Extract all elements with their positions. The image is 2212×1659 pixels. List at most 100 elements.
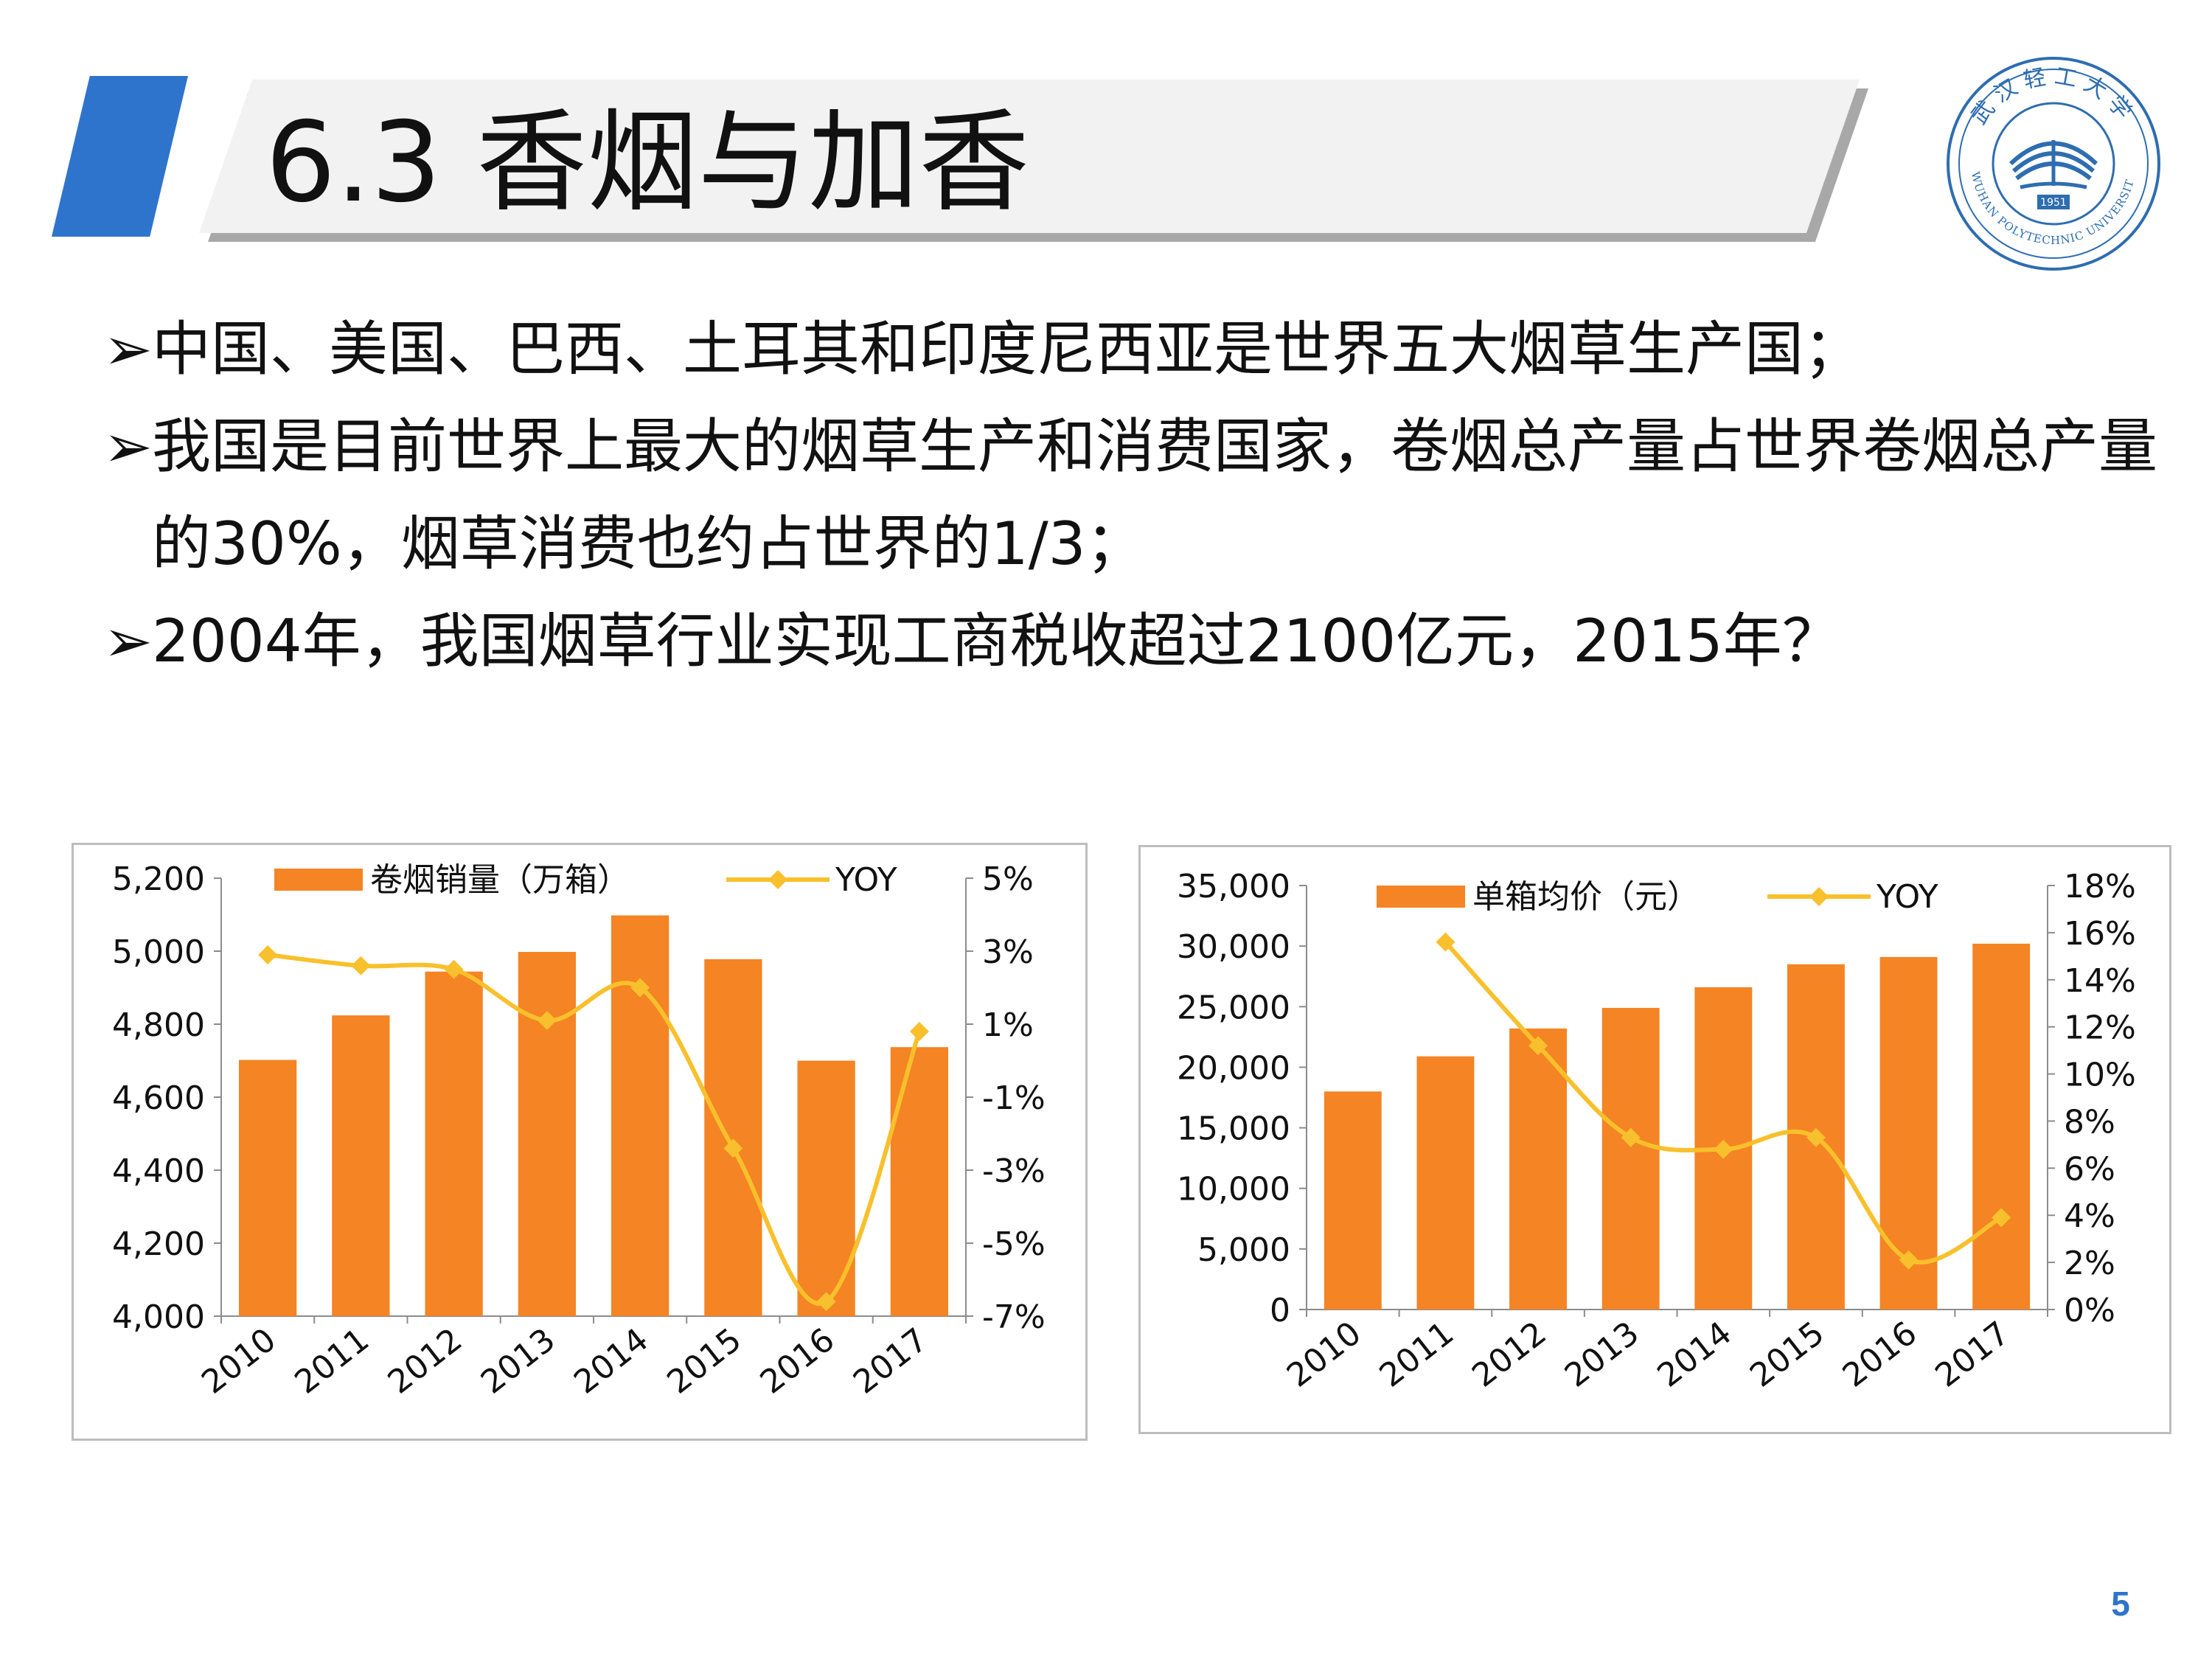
left-axis-tick-label: 4,400	[112, 1152, 205, 1190]
yoy-point	[1436, 932, 1455, 952]
right-axis-tick-label: -3%	[982, 1152, 1046, 1190]
yoy-point	[816, 1292, 836, 1312]
x-axis-tick-label: 2010	[1280, 1314, 1368, 1394]
legend-bar-label: 卷烟销量（万箱）	[370, 861, 630, 899]
yoy-point	[723, 1138, 743, 1158]
x-axis-tick-label: 2010	[195, 1321, 283, 1401]
x-axis-tick-label: 2011	[1373, 1314, 1461, 1394]
bar-2015	[704, 959, 762, 1316]
yoy-point	[1621, 1127, 1641, 1147]
right-axis-tick-label: 3%	[982, 933, 1034, 971]
right-axis-tick-label: 2%	[2064, 1245, 2115, 1282]
legend-line-marker	[1809, 887, 1829, 906]
right-axis-tick-label: -1%	[982, 1079, 1046, 1117]
left-axis-tick-label: 10,000	[1177, 1171, 1290, 1208]
bar-2017	[1972, 943, 2031, 1310]
yoy-point	[444, 959, 464, 979]
x-axis-tick-label: 2016	[1836, 1314, 1924, 1394]
legend-line-marker	[768, 870, 787, 889]
left-axis-tick-label: 30,000	[1177, 928, 1290, 966]
x-axis-tick-label: 2017	[846, 1321, 935, 1401]
right-axis-tick-label: -7%	[982, 1298, 1046, 1336]
right-axis-tick-label: 1%	[982, 1006, 1034, 1044]
title-accent-block	[52, 76, 188, 237]
sales-volume-chart-svg: 4,000 4,200 4,400 4,600 4,800 5,000 5,200 -7% -5…	[112, 860, 1046, 1402]
x-axis-tick-label: 2015	[661, 1321, 749, 1401]
yoy-point	[1528, 1036, 1548, 1056]
legend-bar-swatch	[274, 869, 363, 891]
bullet-list: ➢ 中国、美国、巴西、土耳其和印度尼西亚是世界五大烟草生产国； ➢ 我国是目前世…	[103, 301, 2168, 690]
bullet-item: ➢ 2004年，我国烟草行业实现工商税收超过2100亿元，2015年？	[103, 593, 2168, 690]
left-axis-tick-label: 4,200	[112, 1225, 205, 1263]
logo-year: 1951	[2040, 197, 2067, 209]
x-axis-tick-label: 2014	[1650, 1314, 1739, 1394]
sales-volume-chart: 4,000 4,200 4,400 4,600 4,800 5,000 5,200 -7% -5…	[72, 843, 1088, 1441]
left-axis-tick-label: 15,000	[1177, 1110, 1290, 1148]
page-number: 5	[2111, 1585, 2130, 1623]
left-axis-tick-label: 5,000	[112, 933, 205, 971]
right-axis-tick-label: -5%	[982, 1225, 1046, 1263]
x-axis-tick-label: 2012	[1465, 1314, 1554, 1394]
x-axis-tick-label: 2014	[567, 1321, 655, 1401]
bar-2012	[425, 971, 483, 1316]
title-bar	[199, 80, 1860, 233]
bar-2013	[518, 951, 577, 1316]
yoy-point	[630, 978, 650, 998]
slide-title: 6.3 香烟与加香	[265, 99, 1030, 227]
unit-price-chart: 0 5,000 10,000 15,000 20,000 25,000 30,000 35,0…	[1138, 845, 2171, 1434]
legend-bar-swatch	[1377, 886, 1465, 908]
legend-line-label: YOY	[835, 861, 897, 899]
legend-bar-label: 单箱均价（元）	[1472, 878, 1700, 916]
yoy-point	[537, 1011, 557, 1031]
right-axis-tick-label: 6%	[2064, 1150, 2115, 1188]
x-axis-tick-label: 2013	[1558, 1314, 1646, 1394]
left-axis-tick-label: 0	[1270, 1292, 1290, 1329]
left-axis-tick-label: 5,200	[112, 860, 205, 898]
legend-line-label: YOY	[1876, 878, 1938, 916]
yoy-point	[258, 945, 278, 964]
bar-2011	[332, 1015, 390, 1316]
x-axis-tick-label: 2016	[754, 1321, 842, 1401]
unit-price-chart-svg: 0 5,000 10,000 15,000 20,000 25,000 30,000 35,0…	[1177, 868, 2136, 1395]
left-axis-tick-label: 4,800	[112, 1006, 205, 1044]
x-axis-tick-label: 2015	[1743, 1314, 1832, 1394]
right-axis-tick-label: 16%	[2064, 915, 2136, 953]
right-axis-tick-label: 8%	[2064, 1103, 2115, 1141]
right-axis-tick-label: 4%	[2064, 1197, 2115, 1235]
yoy-point	[1899, 1250, 1919, 1270]
yoy-point	[909, 1021, 929, 1041]
bar-2017	[890, 1047, 949, 1316]
bullet-text: 2004年，我国烟草行业实现工商税收超过2100亿元，2015年？	[152, 607, 1841, 675]
right-axis-tick-label: 14%	[2064, 962, 2136, 1000]
right-axis-tick-label: 12%	[2064, 1009, 2136, 1047]
bar-2010	[1324, 1091, 1382, 1310]
yoy-point	[351, 956, 371, 975]
yoy-point	[1806, 1127, 1826, 1147]
bar-2014	[611, 915, 669, 1316]
x-axis-tick-label: 2017	[1928, 1314, 2017, 1394]
x-axis-tick-label: 2011	[288, 1321, 377, 1401]
left-axis-tick-label: 4,600	[112, 1079, 205, 1117]
right-axis-tick-label: 10%	[2064, 1057, 2136, 1094]
left-axis-tick-label: 35,000	[1177, 868, 1290, 905]
right-axis-tick-label: 18%	[2064, 868, 2136, 905]
bullet-arrow-icon: ➢	[103, 315, 153, 383]
x-axis-tick-label: 2013	[474, 1321, 563, 1401]
x-axis-tick-label: 2012	[381, 1321, 470, 1401]
bar-2011	[1416, 1056, 1475, 1310]
university-seal-icon: 武汉轻工大学 WUHAN POLYTECHNIC UNIVERSITY 1951	[1943, 53, 2160, 271]
yoy-point	[1714, 1139, 1733, 1159]
bar-2016	[797, 1060, 855, 1316]
bullet-item: ➢ 中国、美国、巴西、土耳其和印度尼西亚是世界五大烟草生产国；	[103, 301, 2168, 398]
bullet-text: 我国是目前世界上最大的烟草生产和消费国家，卷烟总产量占世界卷烟总产量的30%，烟…	[152, 412, 2157, 578]
right-axis-tick-label: 0%	[2064, 1292, 2115, 1329]
bullet-text: 中国、美国、巴西、土耳其和印度尼西亚是世界五大烟草生产国；	[152, 315, 1863, 383]
right-axis-tick-label: 5%	[982, 860, 1034, 898]
bar-2010	[238, 1060, 297, 1316]
left-axis-tick-label: 20,000	[1177, 1049, 1290, 1087]
left-axis-tick-label: 5,000	[1197, 1231, 1290, 1269]
left-axis-tick-label: 25,000	[1177, 989, 1290, 1026]
bullet-item: ➢ 我国是目前世界上最大的烟草生产和消费国家，卷烟总产量占世界卷烟总产量的30%…	[103, 398, 2168, 593]
bullet-arrow-icon: ➢	[103, 607, 153, 675]
